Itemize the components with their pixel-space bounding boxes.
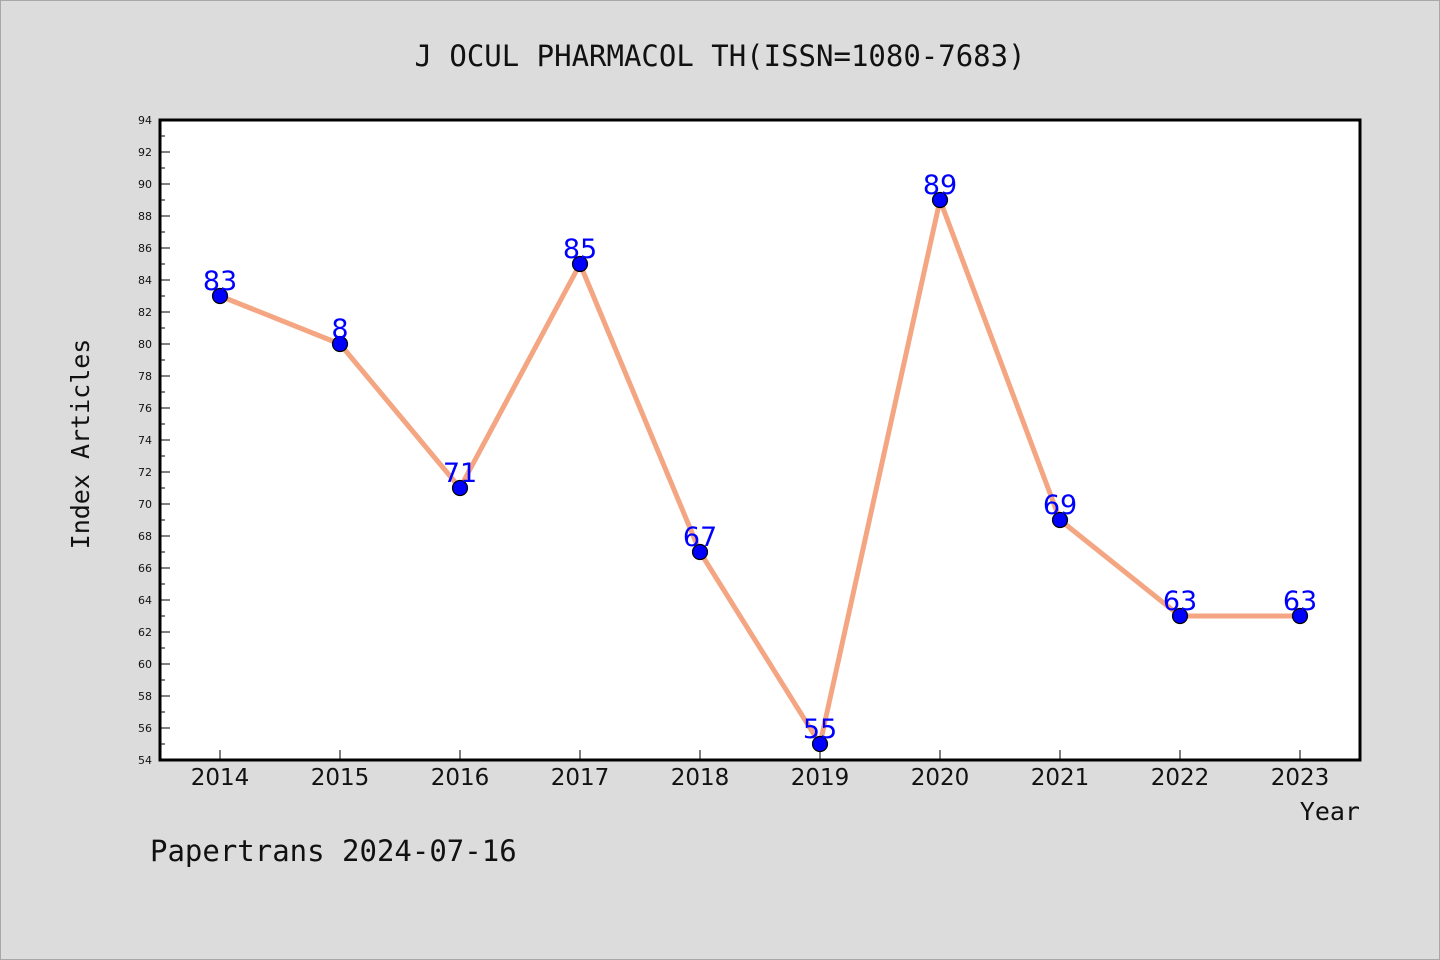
y-tick-label: 58: [138, 690, 152, 703]
y-tick-label: 62: [138, 626, 152, 639]
y-tick-label: 66: [138, 562, 152, 575]
data-point: [931, 191, 949, 209]
series-line: [217, 197, 1303, 747]
x-tick-label: 2017: [551, 765, 610, 791]
data-label: 71: [443, 458, 477, 489]
data-point: [451, 479, 469, 497]
data-point: [1171, 607, 1189, 625]
data-point: [211, 287, 229, 305]
y-tick-label: 84: [138, 274, 152, 287]
y-tick-label: 90: [138, 178, 152, 191]
y-tick-label: 60: [138, 658, 152, 671]
y-tick-label: 88: [138, 210, 152, 223]
x-tick-label: 2016: [431, 765, 490, 791]
data-label: 85: [563, 234, 597, 265]
data-label: 67: [683, 522, 717, 553]
data-label: 69: [1043, 490, 1077, 521]
chart-title: J OCUL PHARMACOL TH(ISSN=1080-7683): [414, 39, 1025, 73]
data-label: 89: [923, 170, 957, 201]
x-tick-label: 2019: [791, 765, 850, 791]
y-tick-label: 92: [138, 146, 152, 159]
y-tick-label: 54: [138, 754, 152, 767]
y-tick-label: 74: [138, 434, 152, 447]
x-tick-label: 2018: [671, 765, 730, 791]
y-tick-label: 76: [138, 402, 152, 415]
data-point: [571, 255, 589, 273]
y-tick-label: 64: [138, 594, 152, 607]
x-tick-label: 2023: [1271, 765, 1330, 791]
plot-border: [158, 118, 1362, 762]
y-tick-label: 72: [138, 466, 152, 479]
y-tick-label: 94: [138, 114, 152, 127]
data-point: [691, 543, 709, 561]
data-label: 8: [331, 314, 348, 345]
x-tick-label: 2015: [311, 765, 370, 791]
plot-area: [160, 120, 1360, 760]
y-tick-label: 78: [138, 370, 152, 383]
footer-credit: Papertrans 2024-07-16: [150, 834, 517, 868]
x-tick-label: 2014: [191, 765, 250, 791]
y-tick-label: 68: [138, 530, 152, 543]
data-point: [1291, 607, 1309, 625]
y-tick-label: 80: [138, 338, 152, 351]
x-axis-label: Year: [1300, 797, 1360, 826]
x-tick-label: 2022: [1151, 765, 1210, 791]
y-axis-label: Index Articles: [66, 339, 95, 550]
data-label: 63: [1283, 586, 1317, 617]
y-tick-label: 70: [138, 498, 152, 511]
x-tick-label: 2020: [911, 765, 970, 791]
data-point: [1051, 511, 1069, 529]
y-tick-label: 86: [138, 242, 152, 255]
data-label: 63: [1163, 586, 1197, 617]
data-label: 55: [803, 714, 837, 745]
data-point: [811, 735, 829, 753]
y-tick-label: 56: [138, 722, 152, 735]
data-point: [331, 335, 349, 353]
y-tick-label: 82: [138, 306, 152, 319]
data-label: 83: [203, 266, 237, 297]
x-tick-label: 2021: [1031, 765, 1090, 791]
